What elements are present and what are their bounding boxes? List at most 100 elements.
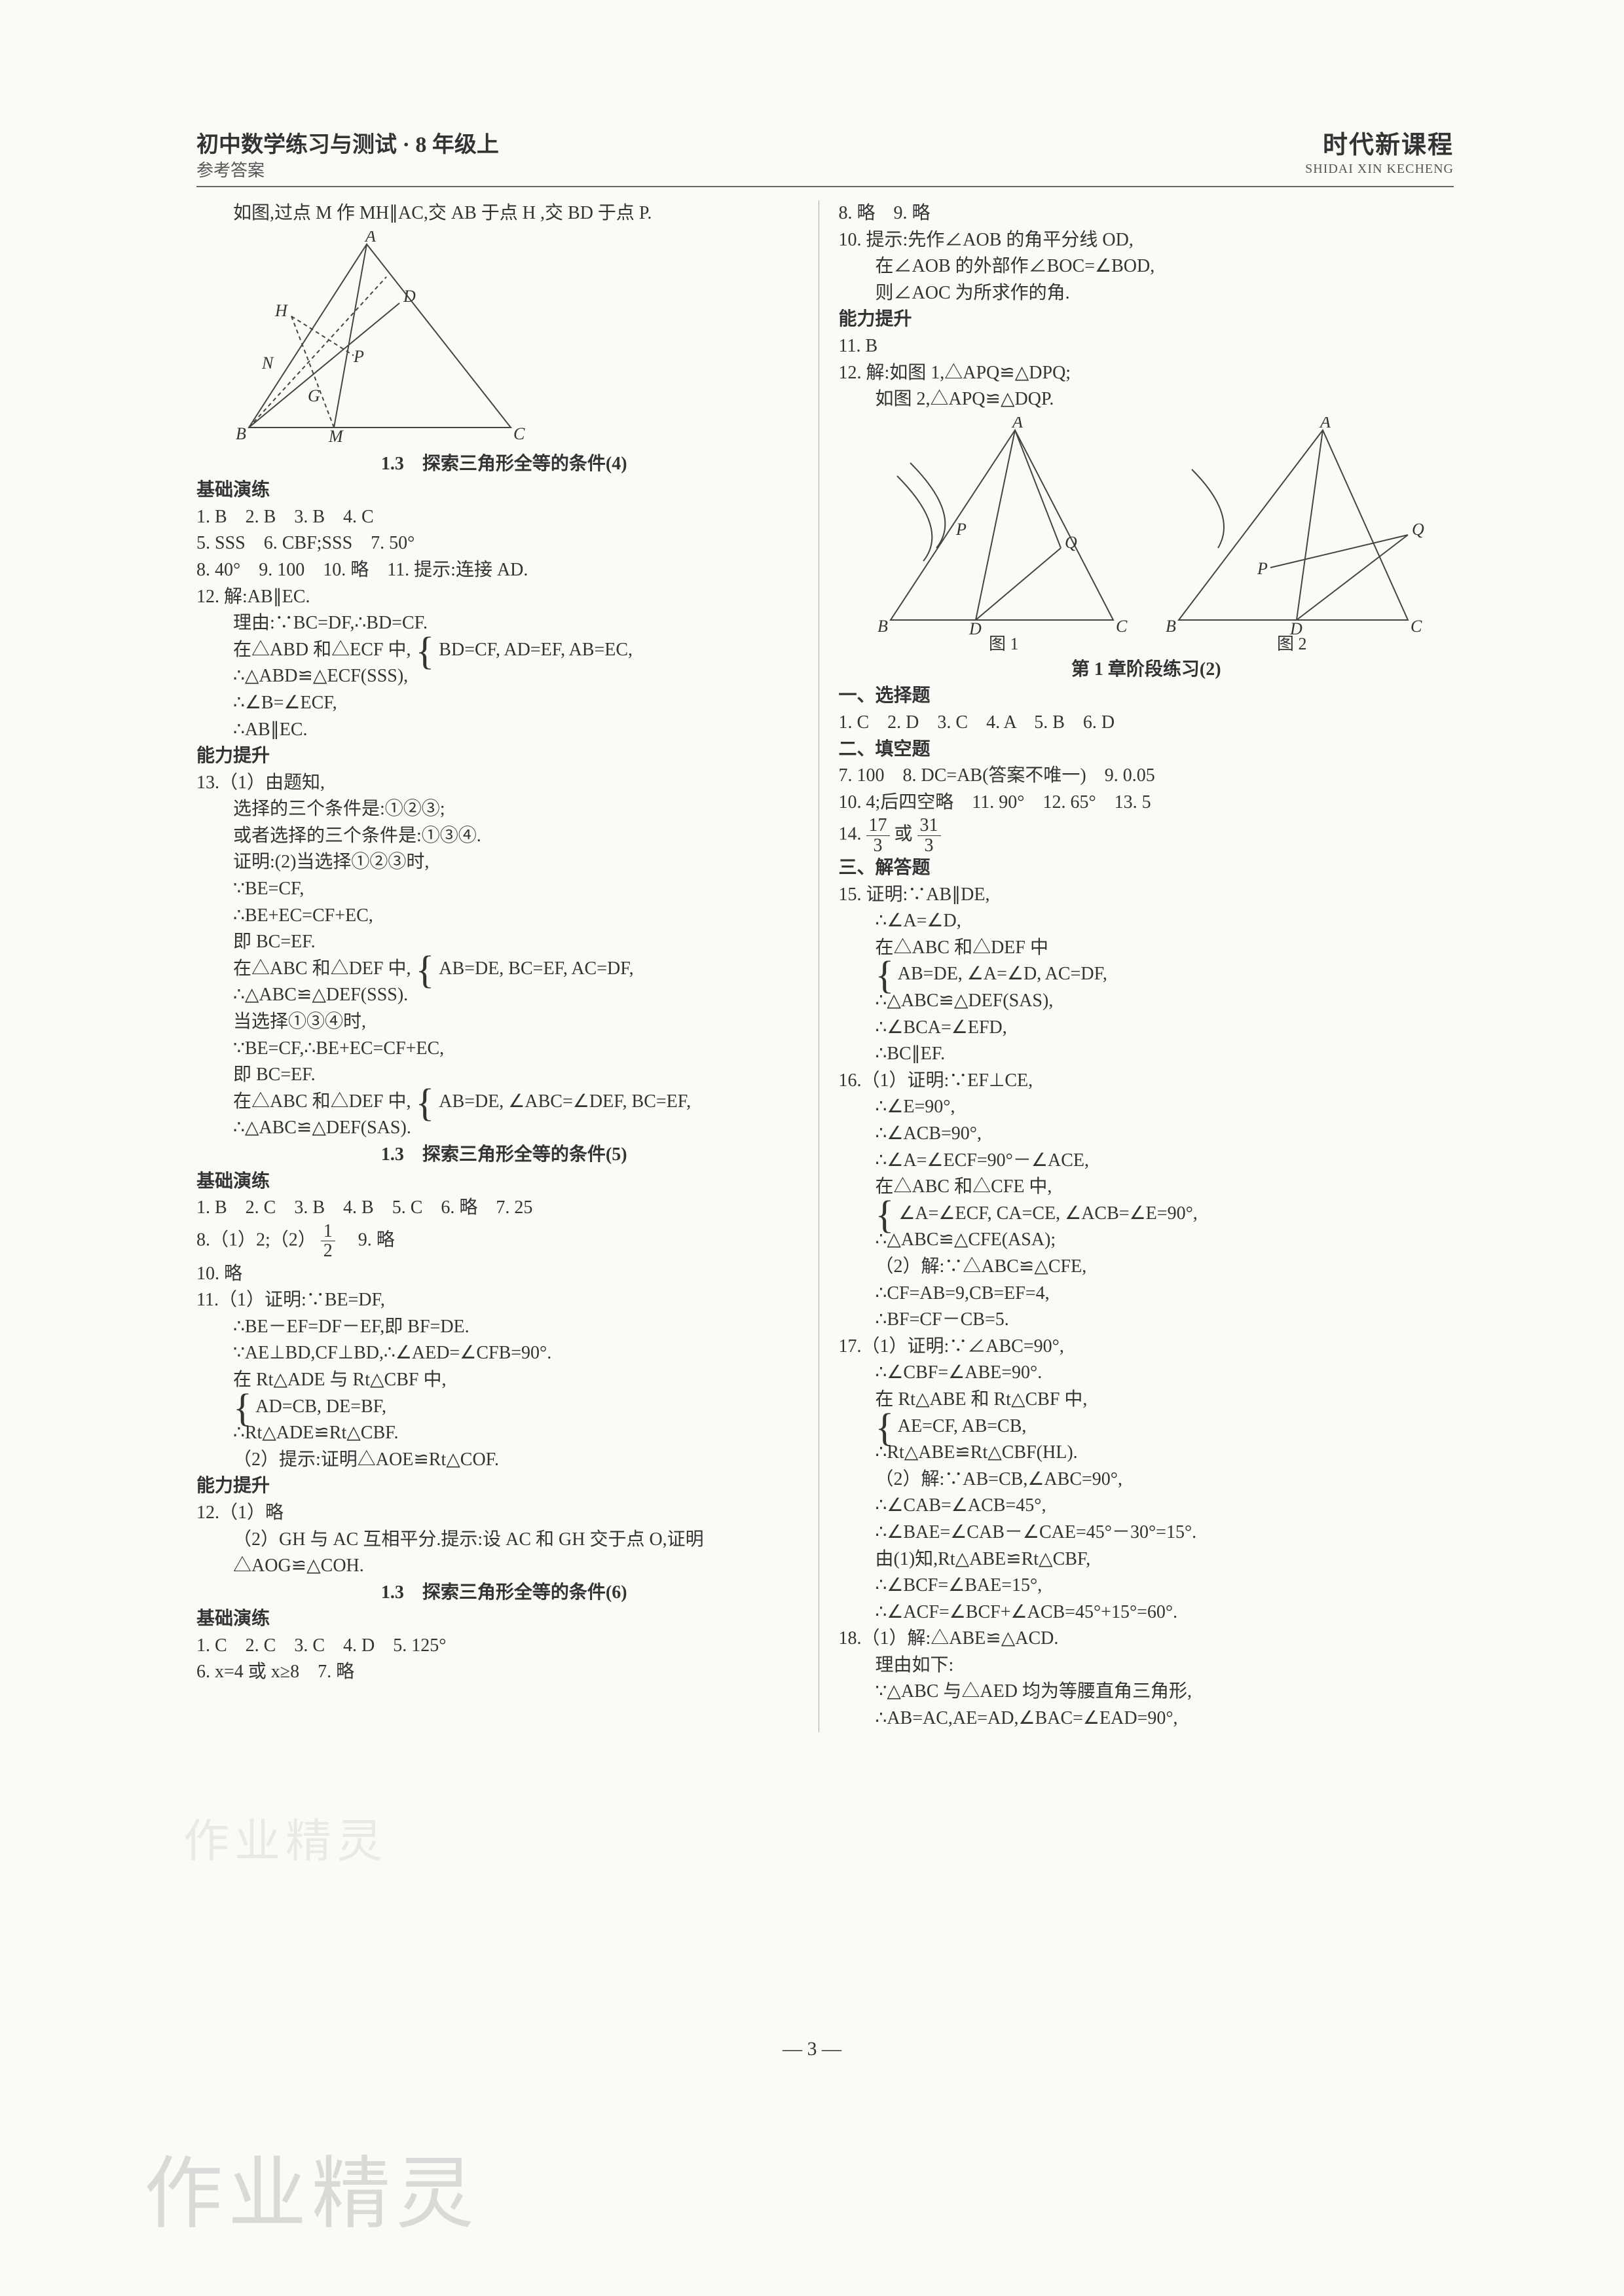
line: ∵BE=CF,: [196, 876, 812, 903]
line: 10. 略: [196, 1261, 812, 1288]
line: { AD=CB, DE=BF,: [196, 1394, 812, 1421]
fraction-31-over-3: 313: [917, 816, 941, 855]
page-header: 初中数学练习与测试 · 8 年级上 参考答案 时代新课程 SHIDAI XIN …: [196, 131, 1454, 187]
line: ∵BE=CF,∴BE+EC=CF+EC,: [196, 1036, 812, 1063]
line: 选择的三个条件是:①②③;: [196, 796, 812, 823]
page-number: — 3 —: [0, 2038, 1624, 2060]
line: （2）提示:证明△AOE≌Rt△COF.: [196, 1447, 812, 1474]
line: 则∠AOC 为所求作的角.: [839, 280, 1454, 307]
label-C: C: [513, 424, 525, 443]
book-subtitle: 参考答案: [196, 160, 499, 182]
line: ∴Rt△ABE≌Rt△CBF(HL).: [839, 1440, 1454, 1467]
line: ∴Rt△ADE≌Rt△CBF.: [196, 1420, 812, 1447]
label-N: N: [261, 354, 274, 373]
fraction-17-over-3: 173: [866, 816, 890, 855]
line: ∴△ABC≌△DEF(SSS).: [196, 982, 812, 1009]
svg-text:A: A: [1319, 417, 1331, 431]
subhead-fill: 二、填空题: [839, 737, 1454, 763]
intro-text: 如图,过点 M 作 MH∥AC,交 AB 于点 H ,交 BD 于点 P.: [196, 200, 812, 227]
brand-title: 时代新课程: [1305, 131, 1454, 161]
svg-text:Q: Q: [1412, 520, 1424, 539]
line: 12. 解:AB∥EC.: [196, 584, 812, 611]
line: ∴CF=AB=9,CB=EF=4,: [839, 1281, 1454, 1307]
subhead-basic-3: 基础演练: [196, 1606, 812, 1633]
line: { AE=CF, AB=CB,: [839, 1413, 1454, 1440]
left-brace-icon: {: [415, 629, 434, 672]
line: { ∠A=∠ECF, CA=CE, ∠ACB=∠E=90°,: [839, 1201, 1454, 1228]
line: 8. 40° 9. 100 10. 略 11. 提示:连接 AD.: [196, 557, 812, 584]
line: 或者选择的三个条件是:①③④.: [196, 823, 812, 850]
svg-text:图 1: 图 1: [989, 634, 1019, 653]
line: ∴∠CBF=∠ABE=90°.: [839, 1360, 1454, 1387]
line: （2）解:∵△ABC≌△CFE,: [839, 1254, 1454, 1281]
right-column: 8. 略 9. 略 10. 提示:先作∠AOB 的角平分线 OD, 在∠AOB …: [832, 200, 1454, 1732]
svg-text:C: C: [1116, 617, 1128, 636]
line: 16.（1）证明:∵EF⊥CE,: [839, 1068, 1454, 1095]
line: ∴∠B=∠ECF,: [196, 690, 812, 717]
line: 在△ABD 和△ECF 中, { BD=CF, AD=EF, AB=EC,: [196, 637, 812, 664]
line: 理由如下:: [839, 1652, 1454, 1679]
line: ∴BE+EC=CF+EC,: [196, 903, 812, 930]
subhead-choice: 一、选择题: [839, 683, 1454, 710]
figure-2: A B C D P Q 图 2: [1153, 417, 1428, 653]
svg-text:A: A: [1011, 417, 1023, 431]
subhead-basic-2: 基础演练: [196, 1169, 812, 1195]
line: 证明:(2)当选择①②③时,: [196, 849, 812, 876]
line: 在 Rt△ABE 和 Rt△CBF 中,: [839, 1387, 1454, 1413]
svg-text:图 2: 图 2: [1277, 634, 1307, 653]
line: 1. C 2. C 3. C 4. D 5. 125°: [196, 1633, 812, 1660]
line: 1. B 2. C 3. B 4. B 5. C 6. 略 7. 25: [196, 1195, 812, 1222]
line: 在∠AOB 的外部作∠BOC=∠BOD,: [839, 253, 1454, 280]
line: 在△ABC 和△CFE 中,: [839, 1174, 1454, 1201]
brand-pinyin: SHIDAI XIN KECHENG: [1305, 161, 1454, 177]
header-right: 时代新课程 SHIDAI XIN KECHENG: [1305, 131, 1454, 177]
line: ∴∠A=∠ECF=90°－∠ACE,: [839, 1148, 1454, 1175]
line: ∴∠BCA=∠EFD,: [839, 1015, 1454, 1042]
line: 即 BC=EF.: [196, 1062, 812, 1089]
line: 在△ABC 和△DEF 中, { AB=DE, BC=EF, AC=DF,: [196, 956, 812, 983]
line: 8. 略 9. 略: [839, 200, 1454, 227]
content-columns: 如图,过点 M 作 MH∥AC,交 AB 于点 H ,交 BD 于点 P. A …: [196, 200, 1454, 1732]
line: 当选择①③④时,: [196, 1009, 812, 1036]
line: 理由:∵BC=DF,∴BD=CF.: [196, 610, 812, 637]
label-B: B: [236, 424, 246, 443]
figure-1: A B C D P Q 图 1: [864, 417, 1139, 653]
line: ∴∠BCF=∠BAE=15°,: [839, 1573, 1454, 1599]
line: 5. SSS 6. CBF;SSS 7. 50°: [196, 530, 812, 557]
line: ∴△ABC≌△DEF(SAS).: [196, 1115, 812, 1142]
line: （2）解:∵AB=CB,∠ABC=90°,: [839, 1467, 1454, 1493]
svg-text:P: P: [955, 520, 967, 539]
line: ∴AB=AC,AE=AD,∠BAC=∠EAD=90°,: [839, 1705, 1454, 1732]
left-brace-icon: {: [415, 948, 434, 991]
svg-text:D: D: [969, 619, 982, 638]
line: ∵AE⊥BD,CF⊥BD,∴∠AED=∠CFB=90°.: [196, 1340, 812, 1367]
line: 12.（1）略: [196, 1500, 812, 1527]
section-title-6: 1.3 探索三角形全等的条件(6): [196, 1580, 812, 1607]
line: 13.（1）由题知,: [196, 770, 812, 797]
line: ∴∠ACB=90°,: [839, 1121, 1454, 1148]
subhead-ability-r: 能力提升: [839, 306, 1454, 333]
label-D: D: [403, 287, 416, 306]
svg-text:P: P: [1257, 559, 1268, 578]
svg-text:B: B: [1166, 617, 1176, 636]
line: 在△ABC 和△DEF 中, { AB=DE, ∠ABC=∠DEF, BC=EF…: [196, 1089, 812, 1116]
line: ∴BC∥EF.: [839, 1041, 1454, 1068]
line: 8.（1）2;（2） 12 9. 略: [196, 1222, 812, 1261]
section-title-5: 1.3 探索三角形全等的条件(5): [196, 1142, 812, 1169]
line: ∴△ABC≌△DEF(SAS),: [839, 988, 1454, 1015]
line: 14. 173 或 313: [839, 816, 1454, 855]
line: ∴△ABD≌△ECF(SSS),: [196, 663, 812, 690]
label-P: P: [353, 347, 364, 366]
line: 在 Rt△ADE 与 Rt△CBF 中,: [196, 1367, 812, 1394]
figure-triangle-1: A B C D H N G P M: [196, 231, 812, 447]
line: ∴∠ACF=∠BCF+∠ACB=45°+15°=60°.: [839, 1599, 1454, 1626]
section-title-4: 1.3 探索三角形全等的条件(4): [196, 451, 812, 478]
label-H: H: [274, 301, 288, 320]
label-G: G: [308, 386, 320, 405]
label-A: A: [364, 231, 376, 246]
line: ∴∠A=∠D,: [839, 908, 1454, 935]
watermark-large: 作业精灵: [144, 2130, 479, 2244]
book-title: 初中数学练习与测试 · 8 年级上: [196, 131, 499, 160]
watermark-small: 作业精灵: [183, 1804, 388, 1870]
line: 12. 解:如图 1,△APQ≌△DPQ;: [839, 360, 1454, 387]
